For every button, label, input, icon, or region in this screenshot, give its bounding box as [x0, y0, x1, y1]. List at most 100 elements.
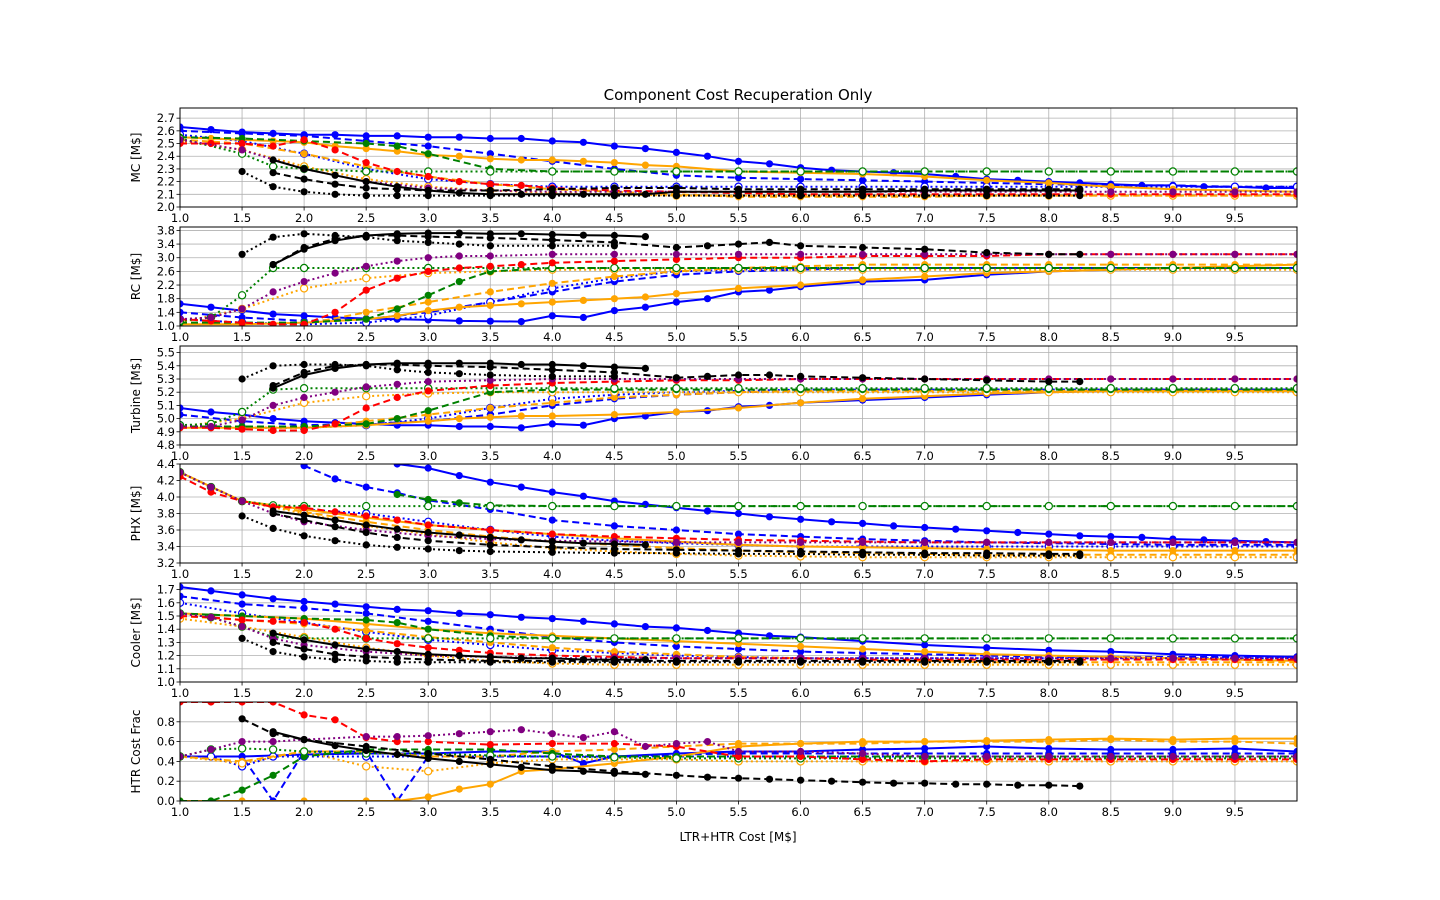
data-point: [331, 231, 339, 240]
x-tick-label: 8.5: [1102, 805, 1120, 819]
data-point: [393, 312, 401, 320]
data-point: [1292, 167, 1297, 176]
data-point: [331, 308, 339, 316]
data-point: [1044, 384, 1054, 393]
data-point: [921, 375, 929, 383]
data-point: [331, 716, 339, 724]
y-tick-label: 0.0: [157, 794, 175, 808]
data-point: [641, 293, 650, 301]
data-point: [331, 650, 339, 658]
data-point: [548, 658, 556, 666]
data-point: [765, 286, 774, 294]
data-point: [548, 242, 556, 250]
y-tick-label: 1.2: [157, 649, 175, 663]
data-point: [269, 183, 277, 191]
data-point: [269, 362, 277, 370]
data-point: [238, 797, 246, 801]
data-point: [180, 598, 185, 607]
data-point: [1106, 167, 1116, 176]
data-point: [797, 740, 805, 748]
data-point: [548, 488, 556, 496]
data-point: [269, 595, 277, 603]
data-point: [393, 132, 401, 140]
y-tick-label: 3.4: [157, 237, 175, 251]
subplot-5: 1.0 1.5 2.0 2.5 3.0 3.5 4.0 4.5 5.0 5.5 6.0 6.5 7.0 7…: [129, 582, 1298, 700]
y-tick-label: 0.8: [157, 715, 175, 729]
x-tick-label: 9.0: [1164, 567, 1182, 581]
data-point: [180, 411, 184, 419]
y-tick-label: 0.4: [157, 754, 175, 768]
data-point: [486, 167, 495, 176]
y-tick-label: 2.0: [157, 200, 175, 214]
data-point: [797, 648, 805, 656]
data-point: [455, 359, 463, 367]
data-point: [1107, 654, 1115, 662]
x-tick-label: 5.5: [729, 211, 747, 225]
data-point: [269, 129, 277, 137]
data-point: [1045, 530, 1053, 538]
data-point: [455, 133, 463, 141]
data-point: [1045, 192, 1053, 200]
data-point: [517, 230, 525, 238]
data-point: [207, 702, 215, 706]
data-point: [1107, 188, 1115, 196]
data-point: [610, 501, 619, 511]
data-point: [268, 745, 278, 754]
data-point: [362, 541, 370, 549]
data-point: [1169, 188, 1177, 196]
data-point: [362, 362, 370, 370]
data-point: [1230, 501, 1240, 511]
x-tick-label: 2.5: [357, 449, 375, 463]
data-point: [859, 192, 867, 200]
data-point: [269, 382, 277, 390]
data-point: [424, 537, 432, 545]
data-point: [424, 307, 432, 315]
data-point: [921, 744, 929, 753]
y-axis-label: HTR Cost Frac: [129, 710, 143, 794]
y-axis-label: Turbine [M$]: [129, 358, 143, 434]
data-point: [517, 726, 525, 734]
data-point: [610, 533, 619, 541]
x-tick-label: 4.0: [543, 805, 561, 819]
data-point: [486, 192, 494, 200]
data-point: [424, 634, 433, 643]
data-point: [455, 278, 463, 286]
data-point: [1045, 646, 1053, 654]
x-tick-label: 7.5: [978, 686, 996, 700]
data-point: [393, 231, 401, 240]
data-point: [765, 513, 774, 521]
data-point: [362, 603, 370, 611]
data-point: [672, 624, 681, 632]
data-point: [1045, 752, 1053, 761]
x-tick-label: 6.0: [791, 330, 809, 344]
x-tick-label: 9.5: [1226, 686, 1244, 700]
data-point: [610, 767, 619, 775]
data-point: [424, 267, 432, 275]
data-point: [237, 759, 247, 768]
x-tick-label: 9.0: [1164, 686, 1182, 700]
data-point: [1044, 263, 1054, 273]
data-point: [1293, 740, 1297, 748]
data-point: [393, 237, 401, 245]
data-point: [424, 528, 432, 537]
data-point: [672, 501, 681, 511]
y-axis-label: RC [M$]: [129, 253, 143, 300]
data-point: [1168, 634, 1178, 643]
data-point: [331, 190, 339, 198]
data-point: [703, 295, 712, 303]
data-point: [207, 797, 215, 801]
x-tick-label: 7.5: [978, 567, 996, 581]
data-point: [300, 360, 308, 369]
x-tick-label: 3.0: [419, 449, 437, 463]
data-point: [548, 298, 556, 306]
data-point: [455, 240, 463, 248]
data-point: [859, 519, 867, 528]
data-point: [921, 544, 929, 552]
data-point: [920, 263, 929, 273]
series-line-orange-solid: [180, 737, 1297, 801]
data-point: [1231, 738, 1239, 746]
data-point: [300, 150, 308, 158]
data-point: [269, 648, 277, 656]
data-point: [983, 176, 991, 184]
